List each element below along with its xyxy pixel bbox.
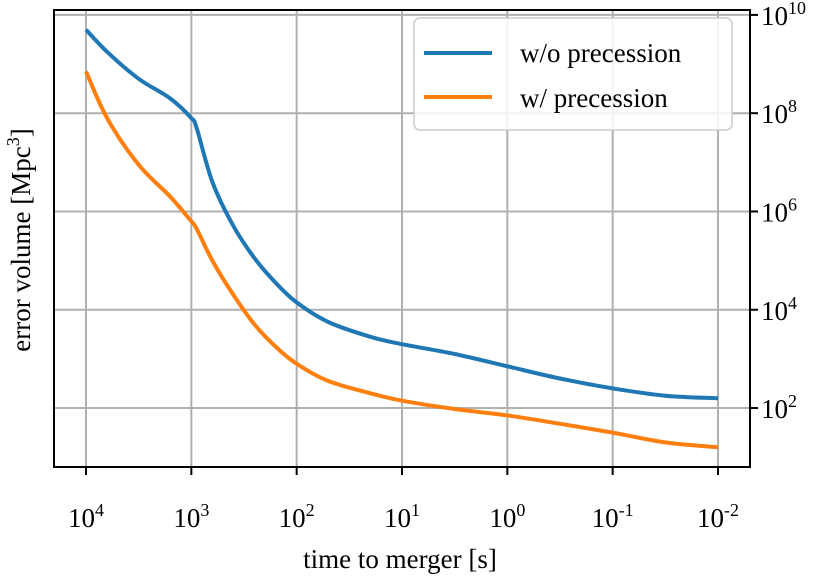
y-tick-label-2: 106	[761, 194, 797, 227]
legend: w/o precession w/ precession	[413, 17, 733, 131]
series-line-w-precession	[84, 70, 719, 450]
legend-box	[413, 17, 733, 131]
legend-label-w-precession: w/ precession	[520, 83, 668, 113]
y-axis-label-sup: 3	[3, 137, 23, 146]
series-layer	[84, 28, 719, 450]
y-tick-label-3: 108	[761, 96, 797, 129]
x-tick-label-3: 101	[384, 500, 420, 533]
y-axis-label-main: error volume [Mpc	[6, 146, 36, 351]
legend-label-wo-precession: w/o precession	[520, 38, 682, 68]
x-tick-label-5: 10-1	[592, 500, 634, 533]
x-tick-label-1: 103	[173, 500, 209, 533]
y-axis-label: error volume [Mpc3]	[3, 128, 36, 351]
y-axis-label-end: ]	[6, 128, 36, 137]
x-tick-label-2: 102	[279, 500, 315, 533]
x-axis: 104 103 102 101 100 10-1 10-2	[68, 467, 739, 533]
x-tick-label-4: 100	[489, 500, 525, 533]
y-tick-label-1: 104	[761, 293, 797, 326]
y-tick-label-0: 102	[761, 391, 797, 424]
x-tick-label-0: 104	[68, 500, 104, 533]
x-tick-label-6: 10-2	[697, 500, 739, 533]
y-axis: 102 104 106 108 1010	[750, 0, 806, 424]
y-tick-label-4: 1010	[761, 0, 806, 31]
series-line-wo-precession	[84, 28, 719, 401]
x-axis-label: time to merger [s]	[303, 544, 497, 574]
